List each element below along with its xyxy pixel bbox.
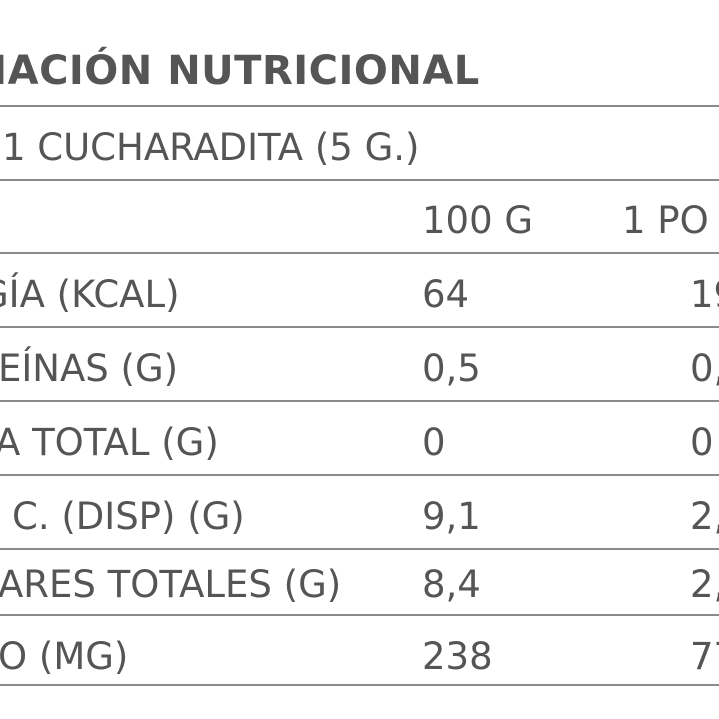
row-value-portion: 19 bbox=[690, 273, 719, 316]
divider bbox=[0, 548, 719, 550]
serving-size: IÓN: 1 CUCHARADITA (5 G.) bbox=[0, 126, 420, 169]
row-label-sodium: O (MG) bbox=[0, 635, 129, 678]
row-value-portion: 2, bbox=[690, 495, 719, 538]
divider bbox=[0, 326, 719, 328]
table-title: RMACIÓN NUTRICIONAL bbox=[0, 48, 480, 94]
row-value-portion: 0 bbox=[690, 421, 714, 464]
column-header-per-100g: 100 G bbox=[422, 199, 534, 242]
divider bbox=[0, 474, 719, 476]
row-value-portion: 0, bbox=[690, 347, 719, 390]
row-label-carbohydrates: C. (DISP) (G) bbox=[12, 495, 245, 538]
row-value-100g: 8,4 bbox=[422, 563, 481, 606]
row-value-100g: 0,5 bbox=[422, 347, 481, 390]
divider bbox=[0, 252, 719, 254]
row-value-portion: 77 bbox=[690, 635, 719, 678]
column-header-per-portion: 1 PO bbox=[622, 199, 709, 242]
divider bbox=[0, 179, 719, 181]
row-value-100g: 9,1 bbox=[422, 495, 481, 538]
divider bbox=[0, 105, 719, 107]
row-value-portion: 2, bbox=[690, 563, 719, 606]
row-label-protein: EÍNAS (G) bbox=[0, 347, 179, 390]
row-label-energy: GÍA (KCAL) bbox=[0, 273, 180, 316]
row-value-100g: 64 bbox=[422, 273, 470, 316]
row-value-100g: 238 bbox=[422, 635, 493, 678]
row-value-100g: 0 bbox=[422, 421, 446, 464]
divider bbox=[0, 684, 719, 686]
row-label-total-fat: A TOTAL (G) bbox=[0, 421, 219, 464]
row-label-total-sugars: ARES TOTALES (G) bbox=[0, 563, 342, 606]
divider bbox=[0, 400, 719, 402]
divider bbox=[0, 614, 719, 616]
